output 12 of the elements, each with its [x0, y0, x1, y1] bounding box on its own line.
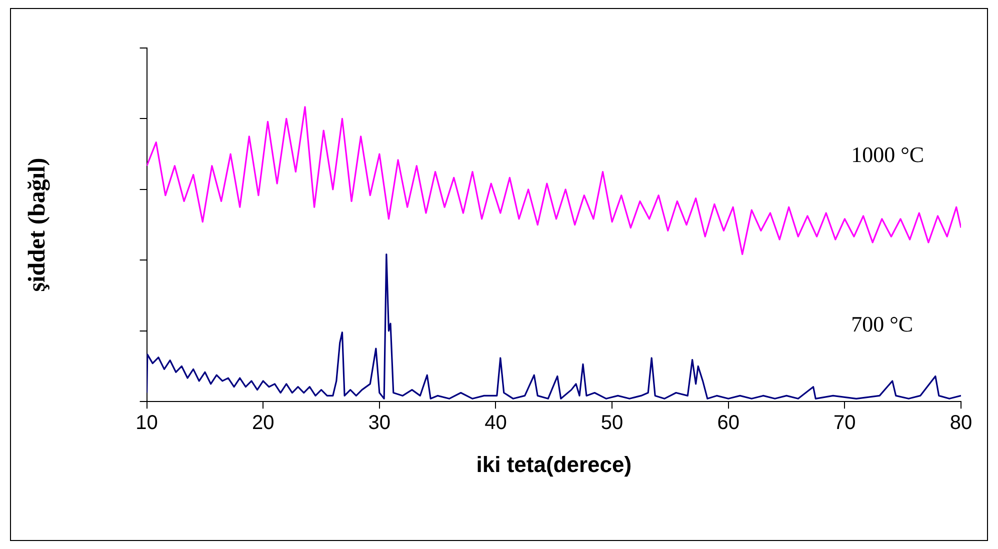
x-axis-title: iki teta(derece)	[476, 452, 632, 477]
x-tick-label: 30	[368, 412, 391, 434]
x-tick-label: 60	[717, 412, 740, 434]
y-axis-title: şiddet (bağıl)	[24, 158, 51, 292]
x-tick-label: 10	[136, 412, 158, 434]
x-tick-label: 20	[252, 412, 274, 434]
x-tick-label: 70	[834, 412, 856, 434]
x-tick-label: 40	[484, 412, 507, 434]
x-tick-label: 50	[600, 412, 624, 434]
text: 700 °C	[851, 311, 914, 336]
x-tick-label: 80	[950, 412, 972, 434]
text: 1000 °C	[851, 142, 924, 168]
